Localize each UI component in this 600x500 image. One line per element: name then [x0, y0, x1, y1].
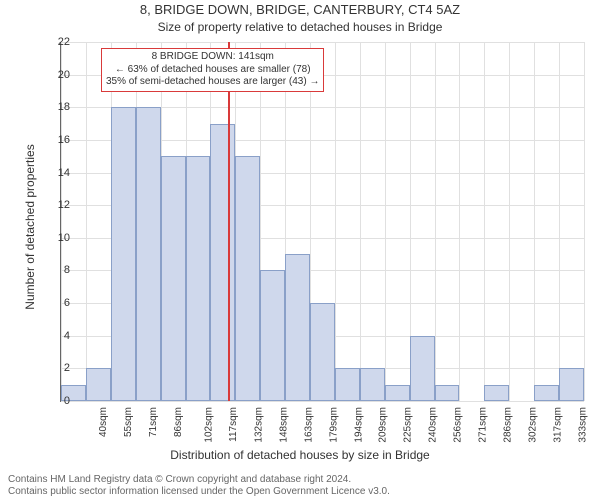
histogram-bar: [385, 385, 410, 401]
histogram-bar: [559, 368, 584, 401]
y-tick-label: 12: [40, 199, 70, 211]
histogram-bar: [360, 368, 385, 401]
x-axis-label: Distribution of detached houses by size …: [0, 448, 600, 462]
histogram-bar: [186, 156, 211, 401]
x-tick-label: 194sqm: [353, 407, 364, 443]
x-gridline: [435, 42, 436, 401]
x-tick-label: 148sqm: [278, 407, 289, 443]
x-gridline: [459, 42, 460, 401]
x-gridline: [360, 42, 361, 401]
histogram-bar: [210, 124, 235, 401]
x-tick-label: 225sqm: [403, 407, 414, 443]
annotation-line: 35% of semi-detached houses are larger (…: [106, 76, 319, 89]
x-tick-label: 286sqm: [503, 407, 514, 443]
y-tick-label: 22: [40, 36, 70, 48]
histogram-bar: [136, 107, 161, 401]
attribution-line-1: Contains HM Land Registry data © Crown c…: [8, 474, 390, 486]
y-tick-label: 10: [40, 232, 70, 244]
histogram-bar: [161, 156, 186, 401]
histogram-bar: [111, 107, 136, 401]
x-gridline: [534, 42, 535, 401]
x-gridline: [509, 42, 510, 401]
x-tick-label: 179sqm: [328, 407, 339, 443]
histogram-bar: [86, 368, 111, 401]
y-gridline: [61, 401, 584, 402]
histogram-bar: [410, 336, 435, 401]
histogram-bar: [484, 385, 509, 401]
chart-title: 8, BRIDGE DOWN, BRIDGE, CANTERBURY, CT4 …: [0, 2, 600, 17]
x-tick-label: 71sqm: [148, 407, 159, 437]
histogram-bar: [310, 303, 335, 401]
x-tick-label: 86sqm: [173, 407, 184, 437]
histogram-bar: [335, 368, 360, 401]
x-tick-label: 55sqm: [123, 407, 134, 437]
histogram-plot: 8 BRIDGE DOWN: 141sqm← 63% of detached h…: [60, 42, 584, 402]
y-tick-label: 8: [40, 264, 70, 276]
x-tick-label: 271sqm: [478, 407, 489, 443]
reference-line: [228, 42, 230, 401]
x-gridline: [86, 42, 87, 401]
x-tick-label: 117sqm: [228, 407, 239, 442]
histogram-bar: [534, 385, 559, 401]
attribution-line-2: Contains public sector information licen…: [8, 486, 390, 498]
histogram-bar: [435, 385, 460, 401]
y-tick-label: 2: [40, 362, 70, 374]
x-gridline: [335, 42, 336, 401]
x-gridline: [484, 42, 485, 401]
y-tick-label: 16: [40, 134, 70, 146]
y-tick-label: 20: [40, 69, 70, 81]
x-tick-label: 163sqm: [303, 407, 314, 443]
histogram-bar: [260, 270, 285, 401]
x-tick-label: 209sqm: [378, 407, 389, 443]
y-axis-label: Number of detached properties: [23, 77, 37, 377]
attribution: Contains HM Land Registry data © Crown c…: [8, 474, 390, 498]
y-tick-label: 14: [40, 167, 70, 179]
x-tick-label: 40sqm: [98, 407, 109, 437]
y-gridline: [61, 42, 584, 43]
x-gridline: [385, 42, 386, 401]
histogram-bar: [285, 254, 310, 401]
x-tick-label: 256sqm: [453, 407, 464, 443]
chart-subtitle: Size of property relative to detached ho…: [0, 20, 600, 34]
x-gridline: [559, 42, 560, 401]
y-tick-label: 6: [40, 297, 70, 309]
y-tick-label: 4: [40, 330, 70, 342]
annotation-box: 8 BRIDGE DOWN: 141sqm← 63% of detached h…: [101, 48, 324, 92]
y-tick-label: 0: [40, 395, 70, 407]
x-tick-label: 132sqm: [253, 407, 264, 443]
x-gridline: [584, 42, 585, 401]
y-tick-label: 18: [40, 101, 70, 113]
x-tick-label: 317sqm: [552, 407, 563, 443]
x-tick-label: 333sqm: [577, 407, 588, 443]
x-gridline: [61, 42, 62, 401]
x-tick-label: 102sqm: [204, 407, 215, 443]
annotation-line: ← 63% of detached houses are smaller (78…: [106, 64, 319, 77]
annotation-line: 8 BRIDGE DOWN: 141sqm: [106, 51, 319, 64]
x-tick-label: 240sqm: [428, 407, 439, 443]
histogram-bar: [235, 156, 260, 401]
x-tick-label: 302sqm: [527, 407, 538, 443]
